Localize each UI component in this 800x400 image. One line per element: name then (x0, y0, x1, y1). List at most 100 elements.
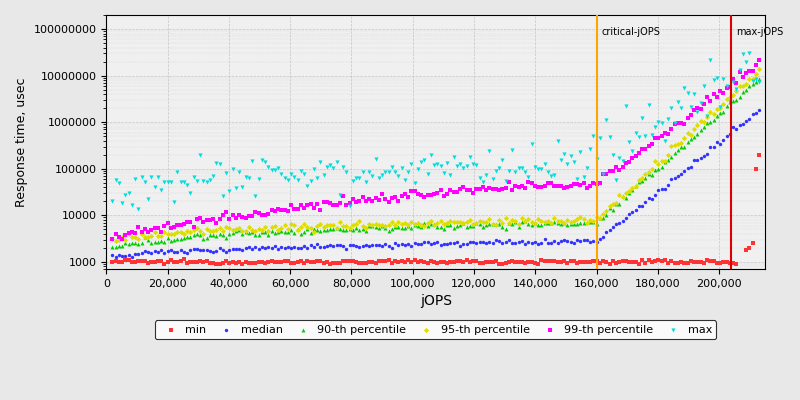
95-th percentile (570, 216, 583, 222)
max (717, 76, 730, 82)
max (178, 178, 190, 185)
max (626, 148, 638, 154)
95-th percentile (428, 221, 441, 228)
max (736, 51, 749, 57)
max (278, 175, 291, 181)
max (376, 172, 389, 178)
90-th percentile (525, 222, 538, 229)
90-th percentile (226, 230, 239, 236)
max (509, 169, 522, 176)
90-th percentile (619, 195, 632, 201)
max (151, 174, 164, 180)
95-th percentile (444, 218, 457, 225)
95-th percentile (438, 221, 450, 227)
99-th percentile (226, 212, 239, 218)
min (720, 259, 733, 265)
median (184, 246, 197, 253)
95-th percentile (554, 218, 567, 224)
90-th percentile (258, 228, 271, 235)
max (210, 160, 222, 166)
max (681, 90, 694, 96)
99-th percentile (542, 180, 554, 186)
min (457, 259, 470, 266)
95-th percentile (698, 119, 710, 126)
min (450, 258, 463, 264)
max (450, 162, 463, 169)
min (470, 258, 482, 264)
95-th percentile (343, 225, 356, 231)
90-th percentile (457, 220, 470, 226)
min (587, 258, 600, 264)
90-th percentile (318, 226, 330, 233)
99-th percentile (282, 208, 294, 215)
max (398, 176, 411, 183)
min (512, 259, 525, 265)
max (584, 146, 597, 152)
min (574, 258, 586, 265)
max (258, 158, 271, 165)
99-th percentile (262, 210, 274, 217)
99-th percentile (178, 221, 190, 227)
min (110, 258, 122, 265)
median (428, 240, 441, 246)
99-th percentile (554, 183, 567, 189)
min (425, 258, 438, 264)
min (278, 258, 291, 264)
min (619, 258, 632, 264)
95-th percentile (307, 228, 320, 235)
min (577, 259, 590, 266)
Text: critical-jOPS: critical-jOPS (601, 27, 660, 37)
95-th percentile (622, 188, 635, 194)
90-th percentile (750, 78, 762, 85)
90-th percentile (272, 229, 285, 235)
min (337, 258, 350, 264)
median (473, 239, 486, 246)
median (743, 116, 756, 122)
median (463, 238, 476, 245)
95-th percentile (450, 219, 463, 226)
99-th percentile (649, 134, 662, 141)
max (262, 164, 274, 170)
max (187, 174, 200, 180)
95-th percentile (581, 220, 594, 226)
min (214, 260, 226, 267)
90-th percentile (362, 223, 375, 229)
90-th percentile (538, 220, 551, 226)
95-th percentile (674, 140, 687, 146)
90-th percentile (181, 234, 194, 240)
max (431, 161, 444, 167)
min (594, 260, 606, 266)
max (272, 165, 285, 171)
90-th percentile (314, 228, 326, 234)
95-th percentile (288, 222, 301, 228)
max (688, 91, 701, 97)
95-th percentile (425, 218, 438, 225)
max (246, 158, 258, 164)
99-th percentile (151, 225, 164, 231)
95-th percentile (707, 111, 720, 118)
median (554, 238, 567, 244)
max (252, 176, 265, 182)
99-th percentile (512, 184, 525, 190)
90-th percentile (714, 110, 726, 116)
min (616, 258, 629, 264)
max (594, 135, 606, 142)
90-th percentile (126, 240, 138, 246)
max (266, 167, 278, 174)
95-th percentile (353, 218, 366, 224)
99-th percentile (480, 186, 493, 193)
median (145, 250, 158, 256)
median (162, 248, 174, 254)
max (334, 192, 346, 198)
90-th percentile (646, 172, 658, 179)
min (187, 258, 200, 265)
median (518, 241, 531, 247)
median (678, 168, 690, 174)
min (421, 260, 434, 266)
99-th percentile (389, 194, 402, 200)
median (272, 246, 285, 252)
90-th percentile (626, 187, 638, 193)
min (694, 259, 707, 266)
95-th percentile (113, 237, 126, 243)
max (746, 78, 759, 85)
